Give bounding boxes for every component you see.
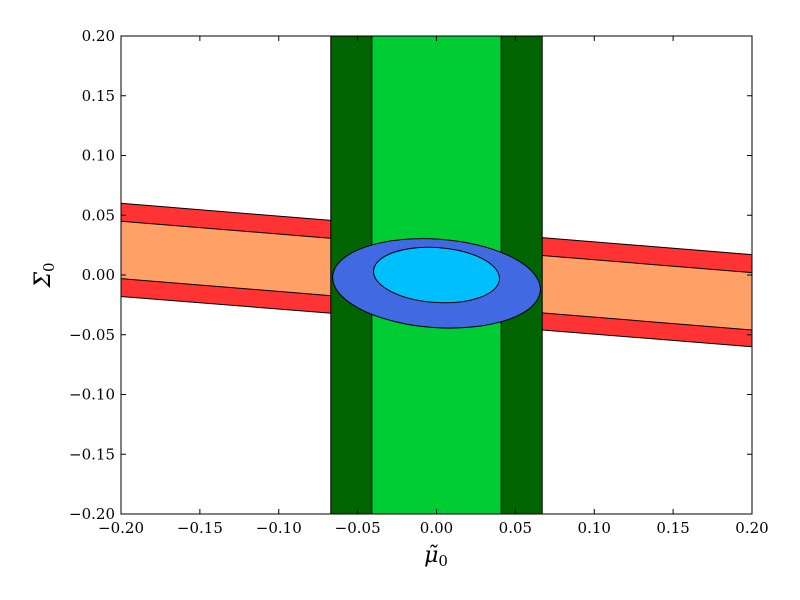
y-tick-label-7: 0.15	[82, 87, 115, 105]
x-tick-label-6: 0.10	[578, 519, 611, 537]
y-axis-subscript: 0	[40, 262, 58, 272]
x-axis-label: μ̃0	[424, 543, 448, 570]
y-tick-label-6: 0.10	[82, 147, 115, 165]
y-tick-label-1: −0.15	[69, 445, 115, 463]
tick-labels: −0.20 −0.15 −0.10 −0.05 0.00 0.05 0.10 0.15 0.20…	[69, 27, 769, 537]
x-tick-label-5: 0.05	[499, 519, 532, 537]
y-tick-label-3: −0.05	[69, 326, 115, 344]
y-axis-symbol: Σ	[31, 272, 56, 289]
y-tick-label-8: 0.20	[82, 27, 115, 45]
y-tick-label-5: 0.05	[82, 206, 115, 224]
y-axis-label: Σ0	[31, 262, 58, 288]
x-tick-label-8: 0.20	[735, 519, 768, 537]
plot-area	[121, 36, 752, 514]
x-tick-label-7: 0.15	[656, 519, 689, 537]
y-tick-label-2: −0.10	[69, 386, 115, 404]
x-tick-label-0: −0.20	[98, 519, 144, 537]
x-tick-label-3: −0.05	[335, 519, 381, 537]
x-tick-label-4: 0.00	[420, 519, 453, 537]
x-axis-symbol: μ̃	[424, 543, 438, 568]
x-axis-subscript: 0	[438, 552, 448, 570]
contour-ellipse-1	[373, 246, 500, 304]
y-tick-label-0: −0.20	[69, 505, 115, 523]
x-tick-label-2: −0.10	[256, 519, 302, 537]
x-tick-label-1: −0.15	[177, 519, 223, 537]
tick-marks	[120, 35, 753, 515]
y-tick-label-4: 0.00	[82, 266, 115, 284]
